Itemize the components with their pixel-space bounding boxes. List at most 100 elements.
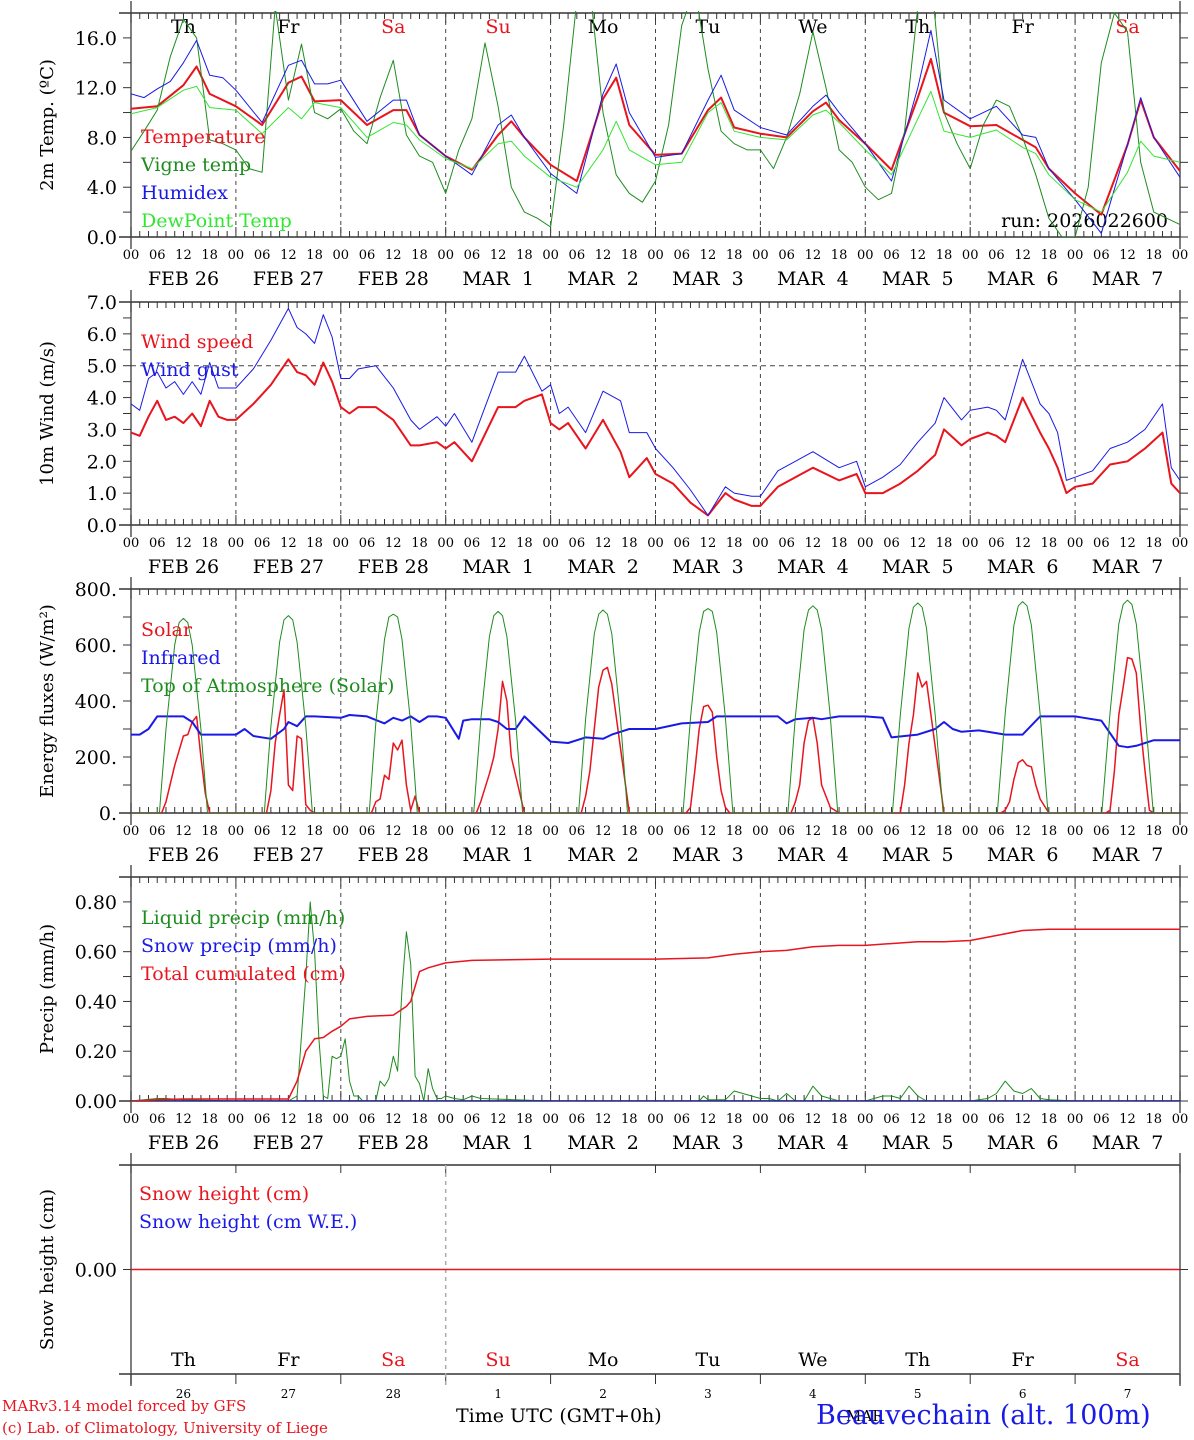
day-label: Mo [588, 1349, 619, 1371]
x-hour-label: 12 [909, 536, 926, 551]
x-hour-label: 06 [1093, 536, 1110, 551]
x-hour-label: 18 [936, 824, 953, 839]
x-hour-label: 06 [149, 1112, 166, 1127]
x-hour-label: 06 [778, 248, 795, 263]
x-hour-label: 00 [123, 536, 140, 551]
day-label: Fr [1012, 16, 1035, 38]
y-tick-label: 800. [75, 579, 117, 601]
x-hour-label: 18 [306, 536, 323, 551]
x-hour-label: 06 [254, 536, 271, 551]
x-hour-label: 00 [228, 536, 245, 551]
legend-solar: Solar [141, 619, 193, 641]
x-date-label: MAR 2 [567, 268, 639, 290]
x-hour-label: 12 [700, 824, 717, 839]
x-hour-label: 18 [306, 1112, 323, 1127]
x-date-label: MAR 7 [1092, 844, 1164, 866]
x-date-label: FEB 26 [148, 268, 219, 290]
series-line-total-cumulated-cm- [131, 928, 1180, 1101]
x-hour-label: 00 [437, 824, 454, 839]
day-label: Fr [277, 16, 300, 38]
x-hour-label: 18 [1146, 1112, 1163, 1127]
run-annotation: run: 2026022600 [1001, 210, 1168, 232]
series-line-solar [131, 656, 1180, 813]
x-hour-label: 12 [385, 248, 402, 263]
x-hour-label: 06 [883, 536, 900, 551]
day-label: Sa [1115, 16, 1139, 38]
x-hour-label: 12 [385, 824, 402, 839]
x-hour-label: 00 [437, 248, 454, 263]
x-date-label: FEB 27 [253, 268, 324, 290]
x-hour-label: 00 [542, 1112, 559, 1127]
y-axis-title: Energy fluxes (W/m²) [37, 604, 58, 798]
legend-wind-speed: Wind speed [141, 331, 253, 353]
date-label: 2 [599, 1387, 607, 1401]
x-hour-label: 06 [778, 536, 795, 551]
x-date-label: FEB 26 [148, 844, 219, 866]
x-hour-label: 00 [333, 536, 350, 551]
x-hour-label: 12 [490, 248, 507, 263]
x-hour-label: 12 [1014, 824, 1031, 839]
x-hour-label: 18 [411, 536, 428, 551]
legend-vigne-temp: Vigne temp [140, 154, 251, 176]
date-label: 6 [1019, 1387, 1027, 1401]
x-hour-label: 00 [752, 824, 769, 839]
x-hour-label: 12 [805, 536, 822, 551]
x-hour-label: 06 [883, 248, 900, 263]
x-hour-label: 12 [1014, 1112, 1031, 1127]
month-label: MAR [846, 1407, 884, 1425]
y-tick-label: 2.0 [87, 451, 117, 473]
date-label: 3 [704, 1387, 712, 1401]
y-tick-label: 0.80 [75, 892, 117, 914]
x-date-label: FEB 26 [148, 1132, 219, 1154]
y-tick-label: 7.0 [87, 292, 117, 314]
x-hour-label: 00 [1172, 824, 1189, 839]
legend-infrared: Infrared [141, 647, 221, 669]
x-hour-label: 18 [1041, 536, 1058, 551]
x-hour-label: 12 [280, 248, 297, 263]
x-hour-label: 06 [464, 1112, 481, 1127]
panel-wind: 00 06 12 18 FEB 26 00 06 12 18 FEB 27 00 06 12 18 FEB … [37, 290, 1188, 578]
x-hour-label: 00 [857, 824, 874, 839]
y-tick-label: 6.0 [87, 324, 117, 346]
x-hour-label: 00 [752, 1112, 769, 1127]
x-hour-label: 06 [883, 824, 900, 839]
x-date-label: MAR 3 [672, 268, 744, 290]
x-date-label: MAR 7 [1092, 268, 1164, 290]
series-line-wind-speed [131, 358, 1180, 517]
x-hour-label: 00 [647, 248, 664, 263]
x-hour-label: 06 [883, 1112, 900, 1127]
x-date-label: FEB 28 [358, 268, 429, 290]
x-hour-label: 12 [1014, 536, 1031, 551]
x-hour-label: 06 [464, 536, 481, 551]
day-label: Th [905, 1349, 930, 1371]
date-label: 5 [914, 1387, 922, 1401]
x-hour-label: 00 [1172, 1112, 1189, 1127]
x-hour-label: 18 [621, 248, 638, 263]
x-hour-label: 12 [175, 248, 192, 263]
x-hour-label: 00 [228, 824, 245, 839]
series-line-temperature [131, 58, 1180, 216]
x-hour-label: 06 [673, 1112, 690, 1127]
x-hour-label: 06 [254, 1112, 271, 1127]
x-hour-label: 12 [490, 1112, 507, 1127]
x-hour-label: 12 [1119, 1112, 1136, 1127]
x-date-label: FEB 28 [358, 1132, 429, 1154]
y-tick-label: 8.0 [87, 127, 117, 149]
x-hour-label: 18 [411, 1112, 428, 1127]
y-tick-label: 4.0 [87, 388, 117, 410]
series-line-dewpoint-temp [131, 85, 1180, 213]
x-hour-label: 12 [175, 1112, 192, 1127]
x-hour-label: 12 [700, 248, 717, 263]
x-hour-label: 00 [542, 824, 559, 839]
x-hour-label: 12 [490, 824, 507, 839]
legend-snow-precip-mm-h-: Snow precip (mm/h) [141, 935, 337, 957]
x-hour-label: 00 [962, 536, 979, 551]
x-hour-label: 18 [516, 536, 533, 551]
x-hour-label: 12 [700, 536, 717, 551]
x-date-label: FEB 28 [358, 844, 429, 866]
day-label: Fr [1012, 1349, 1035, 1371]
x-hour-label: 18 [621, 1112, 638, 1127]
station-name: Beauvechain (alt. 100m) [816, 1400, 1151, 1431]
x-hour-label: 12 [700, 1112, 717, 1127]
